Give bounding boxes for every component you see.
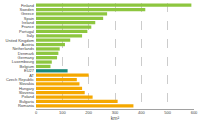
svg-text:Luxembourg: Luxembourg <box>12 59 34 64</box>
svg-text:Hungary: Hungary <box>19 86 34 91</box>
svg-text:Netherlands: Netherlands <box>12 46 34 51</box>
svg-text:United Kingdom: United Kingdom <box>6 38 35 43</box>
svg-text:Romania: Romania <box>18 103 35 108</box>
svg-text:Poland: Poland <box>22 94 34 99</box>
svg-text:Czech Republic: Czech Republic <box>6 77 34 82</box>
svg-text:Sweden: Sweden <box>20 7 34 12</box>
svg-text:Slovakia: Slovakia <box>19 81 35 86</box>
svg-text:Germany: Germany <box>18 55 34 60</box>
svg-text:km²: km² <box>111 115 120 121</box>
svg-text:Ireland: Ireland <box>22 20 34 25</box>
svg-text:France: France <box>22 24 35 29</box>
svg-text:EU27: EU27 <box>24 68 35 73</box>
svg-text:AT: AT <box>29 73 34 78</box>
svg-text:Denmark: Denmark <box>18 51 34 56</box>
svg-text:Portugal: Portugal <box>19 29 34 34</box>
svg-text:Austria: Austria <box>22 42 35 47</box>
svg-text:100: 100 <box>59 110 66 115</box>
svg-text:500: 500 <box>164 110 171 115</box>
svg-text:200: 200 <box>85 110 92 115</box>
svg-text:0: 0 <box>35 110 38 115</box>
svg-text:Finland: Finland <box>21 3 34 8</box>
svg-text:300: 300 <box>112 110 119 115</box>
svg-text:Belgium: Belgium <box>20 64 35 69</box>
svg-text:Greece: Greece <box>21 11 35 16</box>
svg-text:Bulgaria: Bulgaria <box>19 99 34 104</box>
svg-text:400: 400 <box>138 110 145 115</box>
svg-text:Spain: Spain <box>24 16 34 21</box>
svg-text:Italy: Italy <box>27 33 34 38</box>
svg-text:Slovenia: Slovenia <box>19 90 35 95</box>
svg-text:600: 600 <box>191 110 198 115</box>
